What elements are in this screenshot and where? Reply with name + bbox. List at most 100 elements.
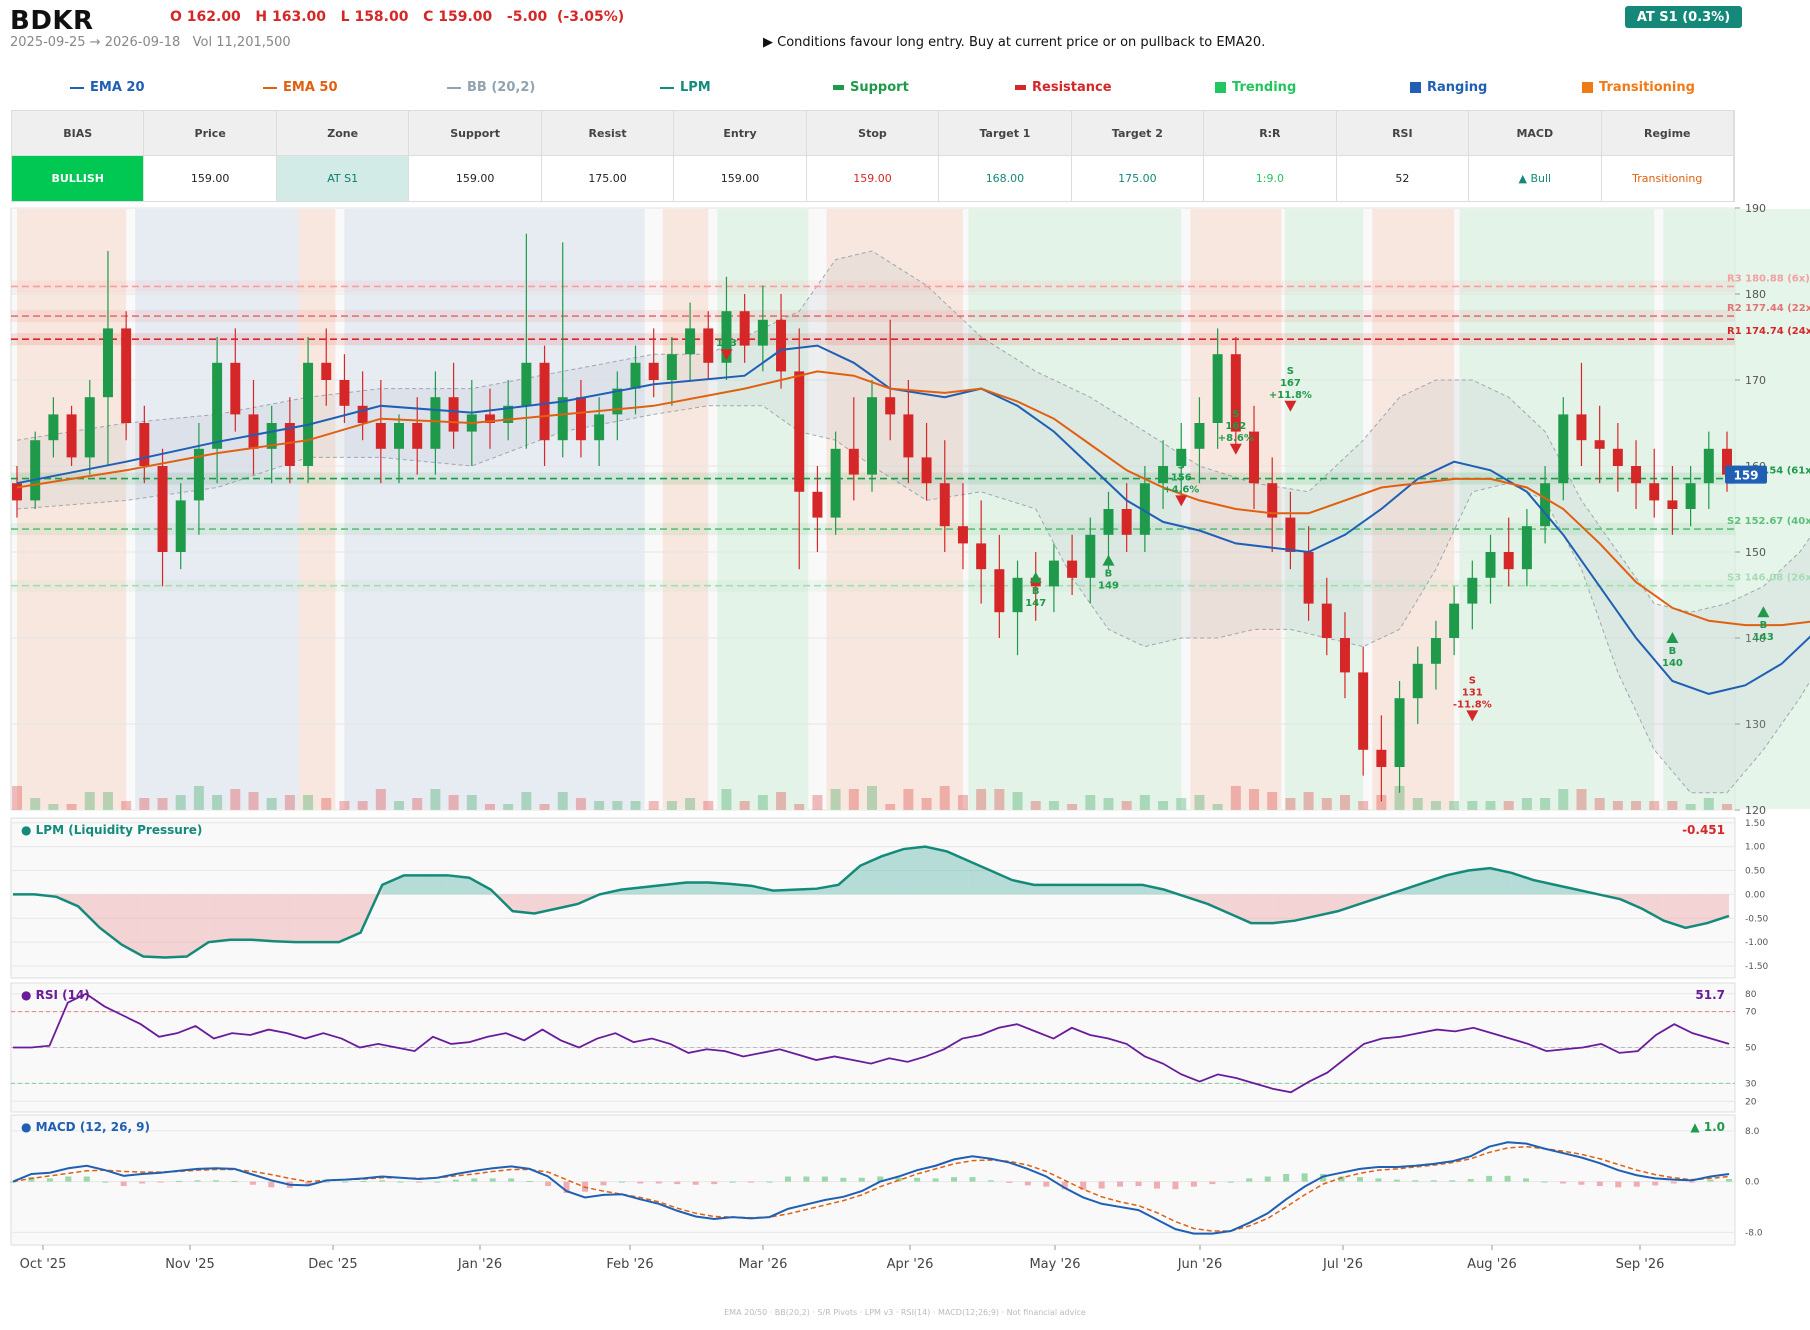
- level-label: R1 174.74 (24x): [1727, 326, 1810, 337]
- volume-bar: [521, 792, 532, 810]
- signal-label: S 131 -11.8%: [1453, 675, 1492, 710]
- candle-body: [939, 483, 950, 527]
- lpm-area: [1490, 868, 1512, 895]
- candle-body: [812, 491, 823, 518]
- candle-body: [776, 319, 787, 372]
- lpm-area: [403, 875, 426, 895]
- volume-bar: [30, 798, 41, 810]
- legend-label: Trending: [1232, 80, 1297, 95]
- candle-body: [1703, 448, 1714, 484]
- table-value-cell: 1:9.0: [1204, 156, 1337, 201]
- macd-histogram-bar: [1320, 1173, 1327, 1182]
- candle-body: [1358, 672, 1369, 750]
- buy-signal-marker: [1666, 632, 1679, 643]
- volume-bar: [1358, 801, 1369, 810]
- macd-histogram-bar: [305, 1181, 312, 1186]
- signal-label: S 156 +4.6%: [1163, 460, 1199, 495]
- chart-canvas: 120130140150160170180190R3 180.88 (6x)R2…: [10, 202, 1810, 1272]
- volume-bar: [594, 801, 605, 810]
- volume-bar: [976, 789, 987, 810]
- lpm-area: [881, 849, 904, 895]
- candle-body: [976, 543, 987, 570]
- volume-bar: [430, 789, 441, 810]
- footer-note: EMA 20/50 · BB(20,2) · S/R Pivots · LPM …: [724, 1308, 1086, 1317]
- legend-entry: Transitioning: [1582, 80, 1695, 95]
- volume-bar: [1303, 792, 1314, 810]
- signal-label-line: 167: [1280, 378, 1301, 389]
- x-tick-label: Sep '26: [1616, 1257, 1665, 1272]
- candle-body: [1121, 509, 1132, 535]
- macd-histogram-bar: [323, 1181, 330, 1183]
- level-label: S3 146.08 (26x): [1727, 573, 1810, 584]
- volume-bar: [1267, 792, 1278, 810]
- legend-swatch: [447, 86, 461, 89]
- volume-bar: [1067, 804, 1078, 810]
- volume-bar: [12, 786, 22, 810]
- bollinger-upper-line: [16, 250, 1810, 613]
- lpm-area: [121, 894, 144, 957]
- macd-histogram-bar: [711, 1181, 718, 1185]
- candle-body: [1249, 431, 1260, 484]
- volume-bar: [1230, 786, 1241, 810]
- macd-histogram-bar: [342, 1181, 349, 1183]
- lpm-area: [1099, 884, 1121, 895]
- candle-body: [1521, 526, 1532, 570]
- lpm-area: [425, 875, 448, 895]
- candle-body: [885, 397, 896, 415]
- signal-label-line: S: [1469, 675, 1476, 686]
- panel-title: ● LPM (Liquidity Pressure): [21, 823, 202, 837]
- macd-histogram-bar: [1024, 1181, 1031, 1186]
- table-header-cell: Support: [409, 111, 542, 156]
- ticker-symbol: BDKR: [10, 6, 94, 36]
- candle-body: [739, 311, 750, 346]
- volume-bar: [212, 795, 223, 810]
- macd-histogram-bar: [803, 1176, 810, 1182]
- macd-histogram-bar: [415, 1181, 422, 1183]
- legend-entry: Trending: [1215, 80, 1296, 95]
- x-tick-label: May '26: [1029, 1257, 1080, 1272]
- panel-title: ● RSI (14): [21, 988, 90, 1002]
- volume-bar: [994, 789, 1005, 810]
- macd-histogram-bar: [120, 1181, 127, 1187]
- lpm-area: [208, 894, 231, 943]
- sell-signal-marker: [1175, 495, 1188, 507]
- volume-bar: [1558, 789, 1569, 810]
- volume-bar: [1540, 798, 1551, 810]
- signal-label-line: 162: [1225, 421, 1246, 432]
- volume-bar: [1012, 792, 1023, 810]
- lpm-area: [273, 894, 296, 943]
- lpm-area: [990, 870, 1013, 895]
- lpm-area: [947, 851, 969, 895]
- macd-histogram-bar: [1449, 1180, 1456, 1182]
- candle-body: [1048, 560, 1059, 587]
- macd-histogram-bar: [1412, 1180, 1419, 1182]
- table-value-cell: 175.00: [1071, 156, 1205, 201]
- macd-histogram-bar: [1633, 1181, 1640, 1187]
- signal-label-line: +11.8%: [1269, 390, 1312, 401]
- x-tick-label: Jul '26: [1322, 1257, 1363, 1272]
- x-tick-label: Jun '26: [1177, 1257, 1223, 1272]
- candle-body: [1194, 423, 1205, 449]
- signal-label: S 167 +11.8%: [1269, 366, 1312, 401]
- volume-bar: [1485, 801, 1496, 810]
- candle-body: [284, 423, 295, 466]
- macd-histogram-bar: [83, 1176, 90, 1182]
- ema50-line: [16, 370, 1810, 627]
- macd-histogram-bar: [1190, 1181, 1197, 1187]
- candle-body: [412, 423, 423, 449]
- candle-body: [867, 397, 877, 475]
- candle-body: [157, 466, 168, 552]
- y-tick-label: 140: [1745, 632, 1766, 645]
- sell-signal-marker: [1284, 400, 1297, 412]
- lpm-area: [230, 894, 252, 940]
- candle-body: [794, 371, 805, 492]
- candle-body: [1321, 603, 1332, 638]
- candle-body: [357, 405, 368, 423]
- macd-histogram-bar: [951, 1177, 958, 1182]
- regime-band-transitioning: [298, 209, 336, 809]
- trade-advice: ▶ Conditions favour long entry. Buy at c…: [763, 35, 1266, 50]
- candle-body: [575, 397, 586, 441]
- candle-body: [503, 405, 514, 423]
- lpm-area: [1316, 894, 1339, 916]
- panel-title: ● MACD (12, 26, 9): [21, 1120, 150, 1134]
